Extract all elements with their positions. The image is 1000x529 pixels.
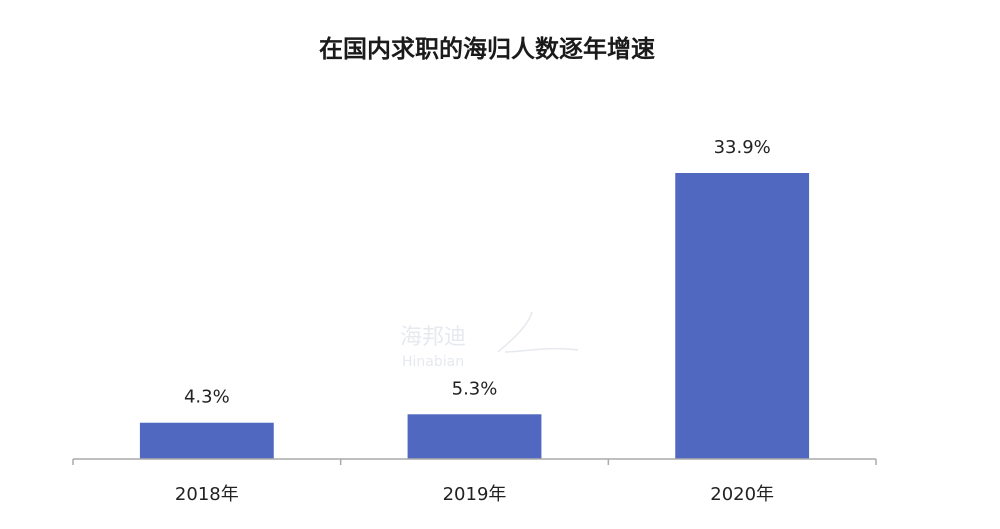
plot-area: 4.3% 5.3% 33.9% <box>139 137 810 459</box>
x-tick-label: 2019年 <box>443 484 507 505</box>
data-label: 5.3% <box>452 378 498 399</box>
data-label: 33.9% <box>714 137 771 158</box>
chart-title: 在国内求职的海归人数逐年增速 <box>319 35 655 63</box>
x-tick-label: 2018年 <box>175 484 239 505</box>
x-tick-label: 2020年 <box>710 484 774 505</box>
watermark-swoosh-icon <box>497 311 579 353</box>
watermark-text-cn: 海邦迪 <box>400 325 466 350</box>
watermark-text-en: Hinabian <box>402 354 464 370</box>
watermark: 海邦迪 Hinabian <box>400 311 579 370</box>
bar-2019年 <box>407 414 542 459</box>
data-label: 4.3% <box>184 387 230 408</box>
bar-2018年 <box>139 422 274 459</box>
bar-2020年 <box>675 173 810 459</box>
